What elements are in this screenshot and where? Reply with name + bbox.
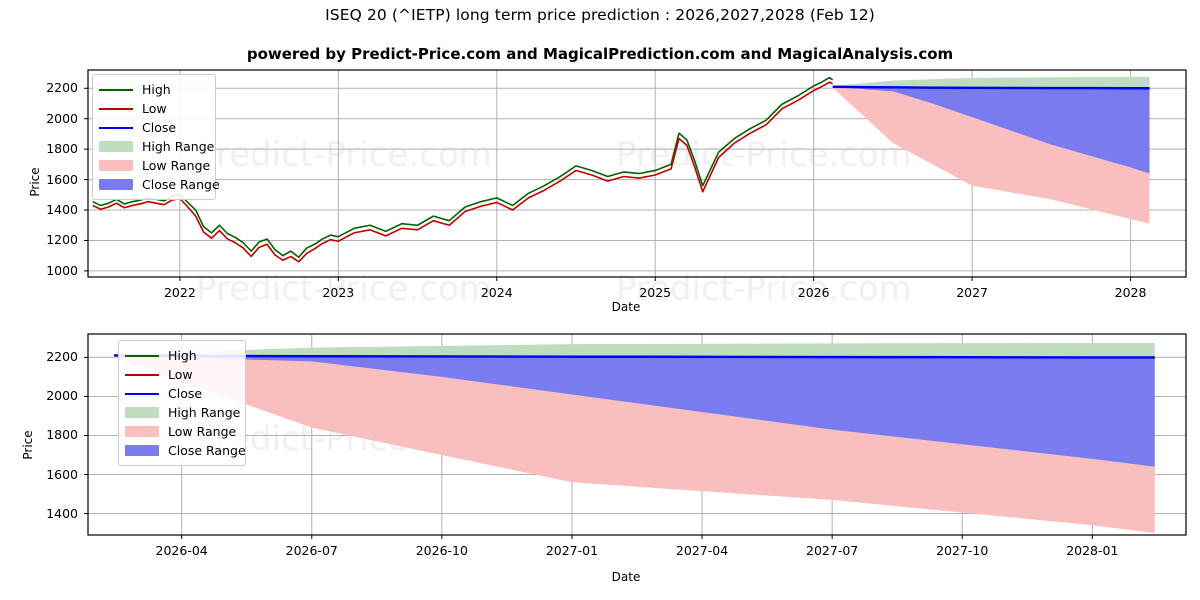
top-chart-legend: High Low Close High Range Low Range Close Ran… xyxy=(92,74,220,200)
top-chart-legend-item-high-range: High Range xyxy=(99,137,214,156)
top-chart-legend-swatch-icon xyxy=(99,179,133,190)
bottom-chart-legend-swatch-icon xyxy=(125,388,159,400)
top-chart-legend-item-low: Low xyxy=(99,99,207,118)
bottom-chart-legend-swatch-icon xyxy=(125,350,159,362)
bottom-chart-legend-swatch-icon xyxy=(125,426,159,437)
watermark: Predict-Price.com xyxy=(196,135,492,175)
top-chart-legend-item-close: Close xyxy=(99,118,207,137)
top-chart-legend-swatch-icon xyxy=(99,122,133,134)
top-chart-xtick-label: 2024 xyxy=(480,285,513,300)
top-chart-legend-label: Low xyxy=(142,101,167,116)
top-chart-xlabel: Date xyxy=(611,300,641,314)
bottom-chart-legend-swatch-icon xyxy=(125,407,159,418)
bottom-chart-xtick-label: 2026-04 xyxy=(155,543,208,558)
bottom-chart-legend-label: Close xyxy=(168,386,203,401)
bottom-chart-ytick-label: 1600 xyxy=(46,466,78,482)
top-chart-ytick-label: 2200 xyxy=(46,80,78,96)
top-chart-xtick-label: 2023 xyxy=(322,285,355,300)
top-chart-svg: Predict-Price.com Predict-Price.com Predic… xyxy=(84,69,1187,309)
top-chart-legend-label: High xyxy=(142,82,171,97)
bottom-chart-legend-label: High Range xyxy=(168,405,241,420)
series-close xyxy=(832,85,1150,90)
page-title: ISEQ 20 (^IETP) long term price predicti… xyxy=(325,6,875,24)
top-chart-ytick-label: 1000 xyxy=(46,262,78,278)
top-chart-legend-item-close-range: Close Range xyxy=(99,175,220,194)
bottom-chart-ytick-label: 1400 xyxy=(46,505,78,521)
top-chart-panel: Predict-Price.com Predict-Price.com Predic… xyxy=(28,69,1187,314)
bottom-chart-ytick-label: 2000 xyxy=(46,388,78,404)
bottom-chart-legend-item-low-range: Low Range xyxy=(125,422,237,441)
top-chart-legend-label: Close xyxy=(142,120,177,135)
watermark: Predict-Price.com xyxy=(616,269,912,309)
page-subtitle: powered by Predict-Price.com and Magical… xyxy=(246,45,954,63)
band-low-range xyxy=(832,86,1150,224)
top-chart-legend-item-low-range: Low Range xyxy=(99,156,211,175)
top-chart-legend-label: Low Range xyxy=(142,158,211,173)
bottom-chart-xtick-label: 2028-01 xyxy=(1066,543,1119,558)
bottom-chart-legend-item-high-range: High Range xyxy=(125,403,241,422)
top-chart-xtick-label: 2022 xyxy=(163,285,196,300)
top-chart-ytick-label: 1200 xyxy=(46,232,78,248)
bottom-chart-xtick-label: 2027-04 xyxy=(675,543,729,558)
bottom-chart-xtick-label: 2027-07 xyxy=(806,543,859,558)
bottom-chart-legend-swatch-icon xyxy=(125,445,159,456)
watermark: Predict-Price.com xyxy=(196,269,492,309)
bottom-chart-xtick-label: 2027-10 xyxy=(936,543,989,558)
bottom-chart-xtick-label: 2026-07 xyxy=(285,543,338,558)
top-chart-legend-swatch-icon xyxy=(99,84,133,96)
band-high-range xyxy=(832,77,1150,89)
bottom-chart-legend: High Low Close High Range Low Range Close Ran… xyxy=(118,340,246,466)
bottom-chart-xtick-label: 2027-01 xyxy=(545,543,599,558)
top-chart-xtick-label: 2027 xyxy=(956,285,988,300)
top-chart-legend-swatch-icon xyxy=(99,160,133,171)
bottom-chart-xtick-label: 2026-10 xyxy=(415,543,468,558)
bottom-chart-ytick-label: 1800 xyxy=(46,427,78,443)
bottom-chart-legend-item-low: Low xyxy=(125,365,237,384)
bottom-chart-legend-label: High xyxy=(168,348,197,363)
band-high-range xyxy=(114,342,1155,358)
watermark: Predict-Price.com xyxy=(616,135,912,175)
bottom-chart-legend-swatch-icon xyxy=(125,369,159,381)
bottom-chart-legend-label: Close Range xyxy=(168,443,246,458)
top-chart-xtick-label: 2025 xyxy=(639,285,672,300)
top-chart-ytick-label: 1800 xyxy=(46,141,78,157)
top-chart-ytick-label: 1400 xyxy=(46,202,78,218)
top-chart-legend-label: Close Range xyxy=(142,177,220,192)
series-close xyxy=(114,354,1155,359)
bottom-chart-legend-item-high: High xyxy=(125,346,237,365)
top-chart-xtick-label: 2028 xyxy=(1114,285,1147,300)
band-low-range xyxy=(114,355,1155,534)
top-chart-xtick-label: 2026 xyxy=(797,285,830,300)
top-chart-legend-swatch-icon xyxy=(99,103,133,115)
top-chart-ytick-label: 1600 xyxy=(46,171,78,187)
top-chart-legend-swatch-icon xyxy=(99,141,133,152)
top-chart-legend-label: High Range xyxy=(142,139,215,154)
bottom-chart-legend-label: Low xyxy=(168,367,193,382)
bottom-chart-ytick-label: 2200 xyxy=(46,349,78,365)
bottom-chart-legend-label: Low Range xyxy=(168,424,237,439)
bottom-chart-xlabel: Date xyxy=(611,570,641,584)
top-chart-ytick-label: 2000 xyxy=(46,110,78,126)
bottom-chart-legend-item-close-range: Close Range xyxy=(125,441,246,460)
bottom-chart-legend-item-close: Close xyxy=(125,384,237,403)
top-chart-legend-item-high: High xyxy=(99,80,207,99)
